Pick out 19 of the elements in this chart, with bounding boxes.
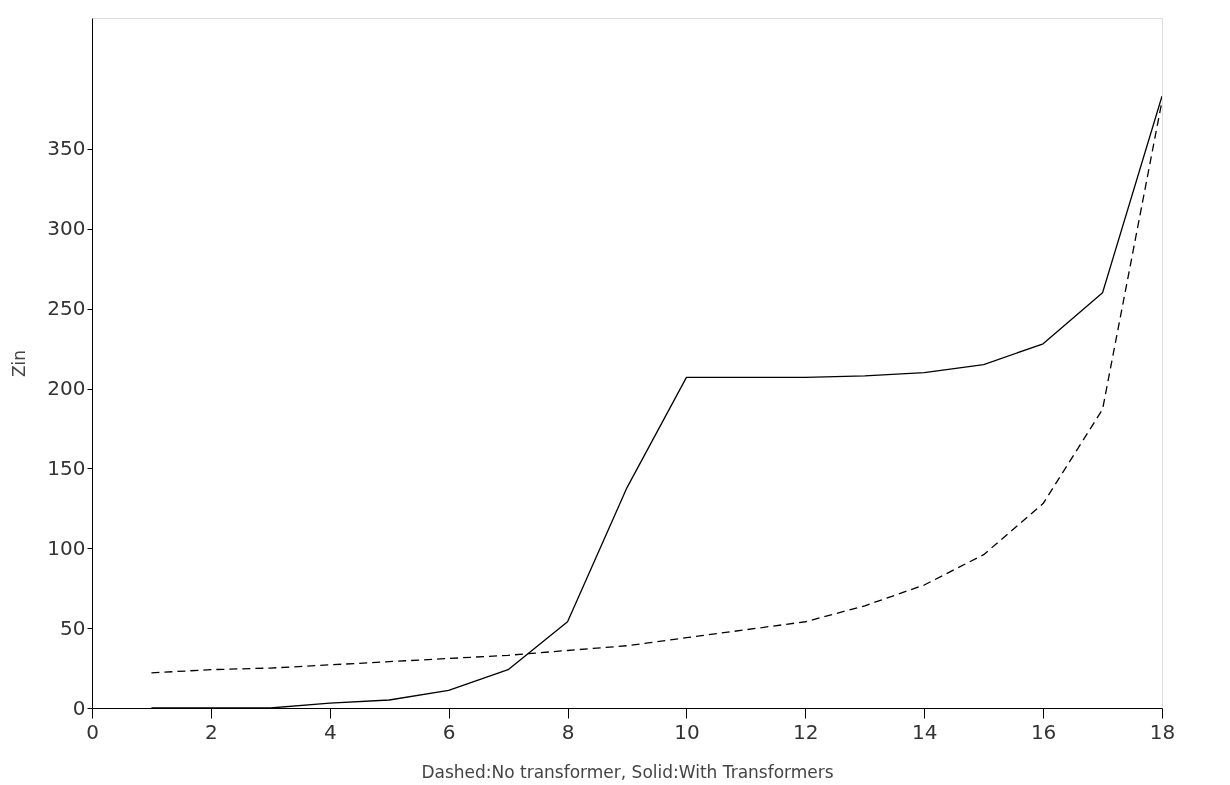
y-tick-label: 300 (47, 216, 86, 241)
x-axis-title: Dashed:No transformer, Solid:With Transformers (421, 761, 834, 782)
x-tick-label: 6 (442, 719, 456, 744)
y-tick-label: 150 (47, 455, 86, 480)
y-tick-label: 200 (47, 376, 86, 401)
x-tick-label: 2 (205, 719, 218, 744)
y-tick-label: 350 (47, 136, 86, 161)
y-tick-label: 0 (72, 695, 86, 720)
x-tick-label: 14 (912, 719, 938, 744)
x-tick-label: 12 (793, 719, 819, 744)
x-tick-label: 16 (1030, 719, 1057, 744)
y-tick-label: 50 (60, 615, 86, 640)
y-tick-label: 100 (47, 535, 86, 560)
y-axis-title: Zin (9, 349, 30, 378)
x-tick-label: 8 (561, 719, 575, 744)
y-tick-label: 250 (47, 296, 86, 321)
x-tick-label: 4 (323, 719, 337, 744)
x-tick-label: 10 (674, 719, 700, 744)
x-tick-label: 18 (1149, 719, 1176, 744)
